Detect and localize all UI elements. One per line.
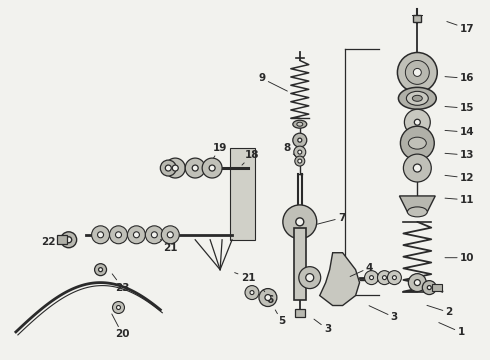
Circle shape [95,264,106,276]
Text: 12: 12 [445,173,474,183]
Text: 3: 3 [314,319,331,334]
Text: 21: 21 [235,273,255,283]
Circle shape [298,138,302,142]
Ellipse shape [406,91,428,105]
Text: 11: 11 [445,195,474,205]
FancyBboxPatch shape [295,310,305,318]
Circle shape [295,156,305,166]
Circle shape [383,276,387,280]
Circle shape [365,271,378,285]
Text: 2: 2 [427,305,453,318]
Circle shape [414,164,421,172]
Text: 1: 1 [439,323,465,337]
Circle shape [250,291,254,294]
Text: 8: 8 [283,143,296,156]
Text: 7: 7 [318,213,345,224]
Text: 20: 20 [112,314,130,339]
Circle shape [400,126,434,160]
Ellipse shape [408,137,426,149]
Circle shape [377,271,392,285]
Circle shape [259,289,277,306]
Circle shape [192,165,198,171]
Circle shape [185,158,205,178]
Circle shape [61,232,76,248]
Circle shape [415,119,420,125]
Circle shape [117,306,121,310]
Ellipse shape [293,120,307,128]
Ellipse shape [407,207,427,217]
FancyBboxPatch shape [432,284,442,291]
Circle shape [397,53,437,92]
Circle shape [202,158,222,178]
Circle shape [98,268,102,272]
Circle shape [413,138,422,148]
Circle shape [414,68,421,76]
Polygon shape [319,253,360,306]
Circle shape [151,232,157,238]
Text: 14: 14 [445,127,474,137]
FancyBboxPatch shape [414,15,421,22]
Circle shape [293,133,307,147]
Circle shape [422,280,436,294]
Text: 6: 6 [264,290,273,305]
Circle shape [209,165,215,171]
Text: 4: 4 [350,263,373,276]
Circle shape [127,226,146,244]
Circle shape [415,280,420,285]
Circle shape [306,274,314,282]
Text: 16: 16 [445,73,474,84]
Circle shape [413,67,422,77]
Circle shape [408,274,426,292]
Circle shape [92,226,110,244]
Circle shape [133,232,140,238]
Circle shape [167,232,173,238]
Circle shape [283,205,317,239]
Text: 13: 13 [445,150,474,160]
Circle shape [116,232,122,238]
Circle shape [165,158,185,178]
Text: 21: 21 [160,239,177,253]
Text: 3: 3 [369,306,398,323]
Circle shape [294,146,306,158]
Ellipse shape [413,95,422,101]
Circle shape [110,226,127,244]
Text: 23: 23 [112,274,130,293]
Text: 18: 18 [242,150,259,165]
Circle shape [161,226,179,244]
Circle shape [299,267,321,289]
Circle shape [403,154,431,182]
Circle shape [298,159,302,163]
Circle shape [113,302,124,314]
Text: 9: 9 [258,73,287,91]
Circle shape [388,271,401,285]
Ellipse shape [398,87,436,109]
Ellipse shape [297,122,303,126]
Circle shape [265,294,271,301]
Text: 15: 15 [445,103,474,113]
Circle shape [369,276,373,280]
FancyBboxPatch shape [294,228,306,300]
Polygon shape [230,148,255,240]
Text: 17: 17 [447,22,474,33]
Circle shape [146,226,163,244]
Circle shape [404,109,430,135]
Polygon shape [399,196,435,212]
Circle shape [392,276,396,280]
Circle shape [245,285,259,300]
FancyBboxPatch shape [57,235,67,244]
Circle shape [405,60,429,84]
Circle shape [427,285,431,289]
Circle shape [66,237,72,243]
Circle shape [298,150,302,154]
Circle shape [172,165,178,171]
Text: 19: 19 [213,143,227,158]
Circle shape [160,160,176,176]
Text: 5: 5 [275,310,286,327]
Circle shape [165,165,172,171]
Text: 10: 10 [445,253,474,263]
Circle shape [98,232,103,238]
Text: 22: 22 [42,237,60,247]
Circle shape [296,218,304,226]
